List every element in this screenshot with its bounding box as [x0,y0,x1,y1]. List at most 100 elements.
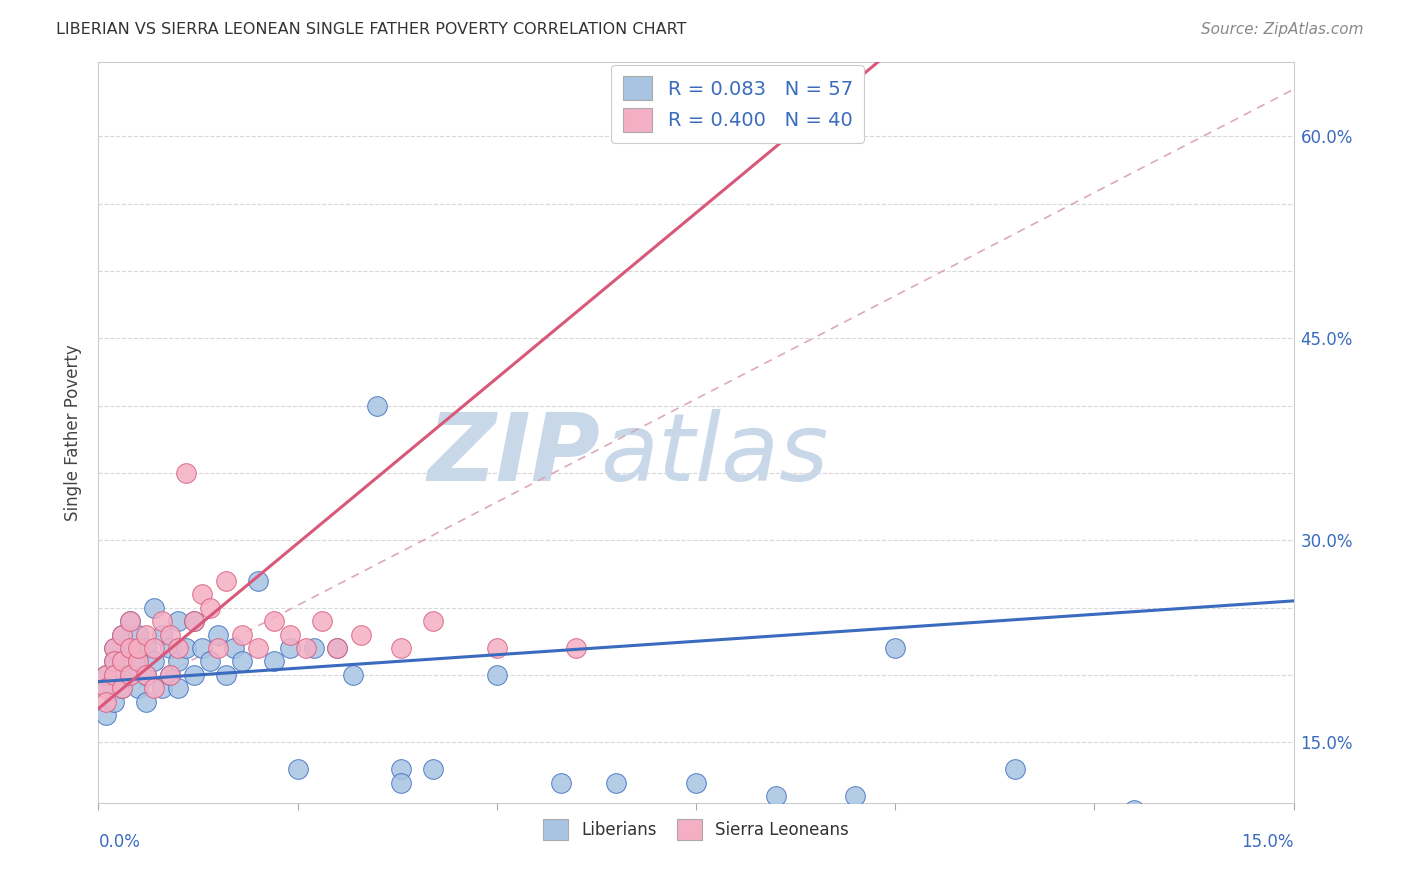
Point [96,695,118,709]
Point [111,627,134,641]
Point [605,775,627,789]
Point [366,399,388,413]
Text: atlas: atlas [600,409,828,500]
Point [326,640,349,655]
Text: 0.0%: 0.0% [98,833,141,851]
Point [342,668,364,682]
Point [135,695,157,709]
Point [278,640,301,655]
Point [120,614,142,628]
Point [127,655,149,669]
Point [844,789,866,803]
Point [96,681,118,696]
Point [765,789,787,803]
Point [389,775,412,789]
Point [111,668,134,682]
Point [207,627,229,641]
Point [159,668,181,682]
Point [263,655,285,669]
Point [422,762,444,776]
Point [96,681,118,696]
Point [120,614,142,628]
Point [143,600,166,615]
Point [120,668,142,682]
Point [565,640,588,655]
Point [135,668,157,682]
Point [174,640,197,655]
Point [174,466,197,480]
Point [222,640,245,655]
Point [550,775,572,789]
Point [326,640,349,655]
Point [143,681,166,696]
Point [111,655,134,669]
Point [685,775,707,789]
Point [159,668,181,682]
Point [103,655,125,669]
Text: Source: ZipAtlas.com: Source: ZipAtlas.com [1201,22,1364,37]
Point [485,640,508,655]
Point [127,627,149,641]
Point [96,668,118,682]
Point [215,574,238,588]
Point [159,627,181,641]
Point [302,640,325,655]
Point [167,640,190,655]
Point [135,668,157,682]
Point [183,614,205,628]
Point [311,614,333,628]
Point [150,681,173,696]
Y-axis label: Single Father Poverty: Single Father Poverty [65,344,83,521]
Point [191,640,214,655]
Point [263,614,285,628]
Point [143,655,166,669]
Point [127,681,149,696]
Point [120,640,142,655]
Point [198,600,221,615]
Point [103,668,125,682]
Point [103,695,125,709]
Point [183,668,205,682]
Point [278,627,301,641]
Point [103,640,125,655]
Point [135,627,157,641]
Point [422,614,444,628]
Point [150,627,173,641]
Point [127,640,149,655]
Point [389,762,412,776]
Point [207,640,229,655]
Point [1004,762,1026,776]
Point [246,640,269,655]
Point [111,655,134,669]
Point [111,681,134,696]
Point [350,627,373,641]
Point [485,668,508,682]
Point [150,614,173,628]
Point [231,627,253,641]
Point [183,614,205,628]
Text: 15.0%: 15.0% [1241,833,1294,851]
Point [167,614,190,628]
Point [111,627,134,641]
Point [294,640,316,655]
Point [96,668,118,682]
Point [389,640,412,655]
Point [120,640,142,655]
Point [103,655,125,669]
Point [135,640,157,655]
Point [96,708,118,723]
Point [127,655,149,669]
Point [120,668,142,682]
Point [1123,803,1146,817]
Point [198,655,221,669]
Point [884,640,907,655]
Point [103,640,125,655]
Legend: Liberians, Sierra Leoneans: Liberians, Sierra Leoneans [536,813,856,847]
Text: LIBERIAN VS SIERRA LEONEAN SINGLE FATHER POVERTY CORRELATION CHART: LIBERIAN VS SIERRA LEONEAN SINGLE FATHER… [56,22,686,37]
Point [246,574,269,588]
Text: ZIP: ZIP [427,409,600,500]
Point [191,587,214,601]
Point [287,762,309,776]
Point [167,681,190,696]
Point [159,640,181,655]
